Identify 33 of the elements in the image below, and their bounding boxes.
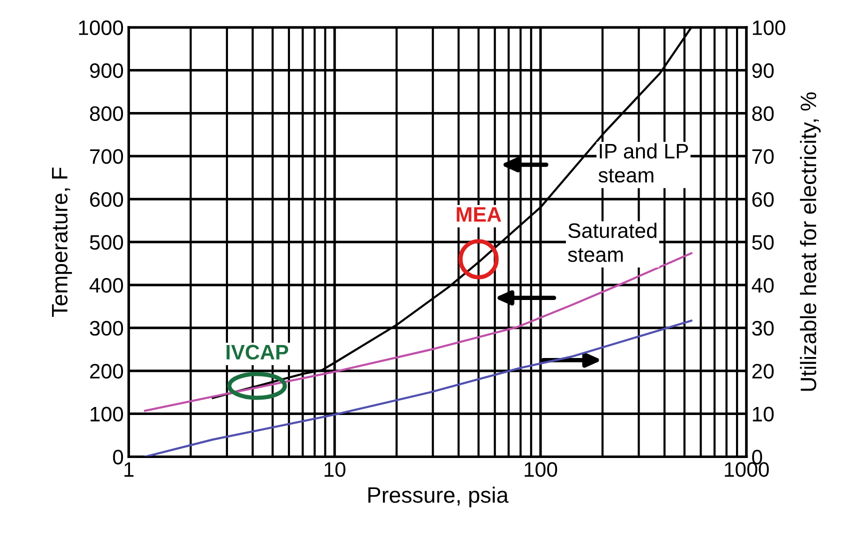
y2-tick-label: 60 (752, 192, 774, 207)
y-tick-label: 500 (90, 235, 124, 250)
x-tick-label: 1 (124, 462, 134, 477)
x-axis-title: Pressure, psia (368, 486, 509, 508)
y2-tick-label: 20 (752, 364, 774, 379)
y2-tick-label: 30 (752, 320, 774, 336)
y2-tick-label: 0 (752, 450, 762, 464)
y-axis-title: Temperature, F (52, 168, 72, 317)
series-label: IP and LP steam (598, 143, 688, 183)
x-tick-label: 10 (324, 462, 346, 477)
x-tick-label: 1000 (724, 462, 769, 477)
y-tick-label: 600 (90, 192, 124, 207)
y-tick-label: 100 (90, 406, 124, 422)
y2-axis-title: Utilizable heat for electricity, % (800, 92, 821, 391)
y-tick-label: 700 (90, 149, 124, 164)
y2-tick-label: 100 (752, 20, 786, 36)
y-tick-label: 300 (90, 320, 124, 336)
y-tick-label: 400 (90, 278, 124, 293)
x-tick-label: 100 (524, 462, 558, 477)
y2-tick-label: 70 (752, 149, 774, 164)
y-tick-label: 800 (90, 106, 124, 121)
annotation: MEA (456, 207, 502, 222)
y-tick-label: 0 (113, 450, 124, 464)
y2-tick-label: 80 (752, 106, 774, 121)
series-label: Saturated steam (568, 222, 656, 262)
y2-tick-label: 50 (752, 235, 774, 250)
y2-tick-label: 90 (752, 63, 774, 78)
y-tick-label: 1000 (79, 20, 124, 36)
y2-tick-label: 40 (752, 278, 774, 293)
y-tick-label: 200 (90, 364, 124, 379)
annotation: IVCAP (226, 344, 288, 360)
y2-tick-label: 10 (752, 406, 774, 422)
y-tick-label: 900 (90, 63, 124, 78)
